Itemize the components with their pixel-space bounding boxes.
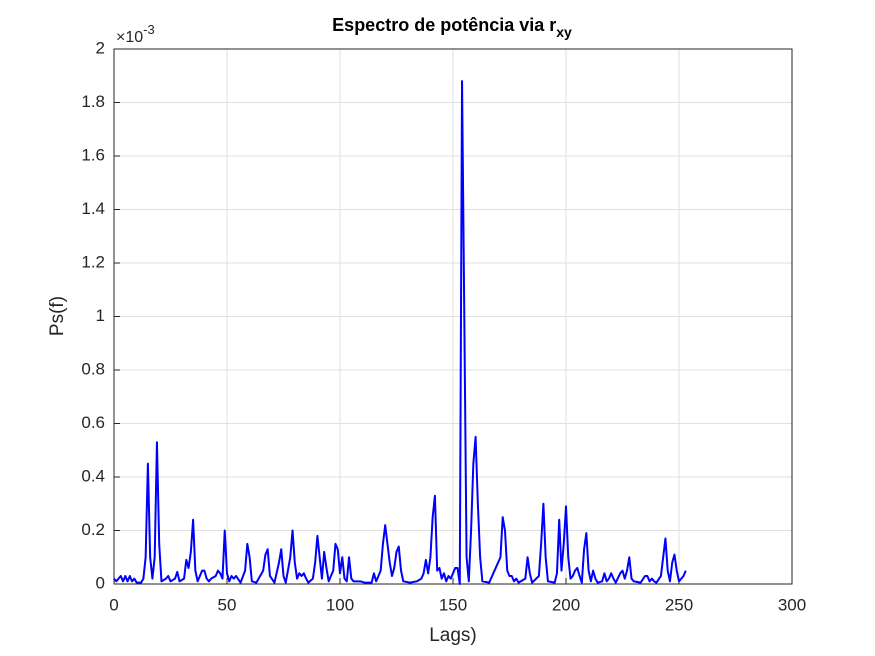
y-multiplier-power: -3: [143, 22, 155, 37]
y-tick-label: 0.4: [81, 466, 105, 485]
x-tick-label: 150: [439, 595, 467, 614]
y-tick-label: 0.2: [81, 520, 105, 539]
x-tick-label: 200: [552, 595, 580, 614]
x-tick-label: 250: [665, 595, 693, 614]
y-tick-label: 1.8: [81, 92, 105, 111]
y-tick-label: 2: [96, 38, 105, 57]
y-tick-label: 1.4: [81, 199, 105, 218]
y-multiplier-base: ×10: [116, 29, 143, 46]
x-tick-label: 0: [109, 595, 118, 614]
y-tick-label: 1.2: [81, 252, 105, 271]
data-line: [113, 80, 687, 585]
y-tick-label: 0.8: [81, 359, 105, 378]
y-tick-label: 1.6: [81, 145, 105, 164]
y-tick-label: 0.6: [81, 413, 105, 432]
y-multiplier: ×10-3: [116, 22, 155, 46]
title-main: Espectro de potência via r: [332, 15, 556, 35]
y-axis-label: Ps(f): [47, 296, 68, 336]
x-tick-label: 50: [218, 595, 237, 614]
x-axis-label: Lags): [429, 625, 477, 646]
x-tick-label: 100: [326, 595, 354, 614]
axes-box: [113, 48, 793, 585]
x-tick-label: 300: [778, 595, 806, 614]
chart-title: Espectro de potência via rxy: [332, 15, 572, 40]
y-tick-label: 1: [96, 306, 105, 325]
y-tick-label: 0: [96, 573, 105, 592]
title-subscript: xy: [556, 24, 572, 40]
